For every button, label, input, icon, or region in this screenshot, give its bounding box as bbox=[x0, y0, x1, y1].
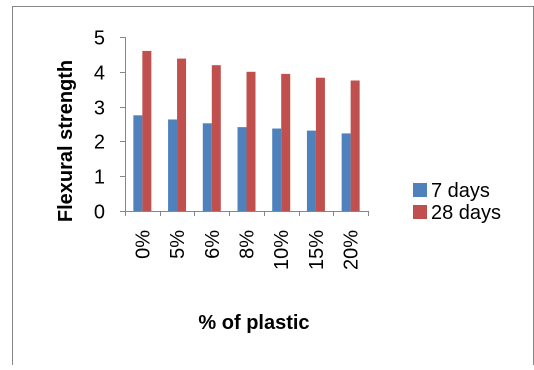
x-category-label-6pct: 6% bbox=[202, 230, 224, 259]
bar-7-days-20pct bbox=[341, 133, 351, 211]
legend-label-7-days: 7 days bbox=[431, 180, 490, 202]
bar-28-days-0pct bbox=[142, 50, 152, 211]
x-axis-title: % of plastic bbox=[198, 312, 309, 334]
legend: 7 days 28 days bbox=[413, 180, 501, 224]
x-category-label-10pct: 10% bbox=[271, 230, 293, 270]
x-category-label-8pct: 8% bbox=[237, 230, 259, 259]
bar-7-days-8pct bbox=[237, 127, 247, 211]
y-tick-label-3: 3 bbox=[94, 98, 105, 120]
bar-7-days-15pct bbox=[306, 130, 316, 211]
x-category-label-0pct: 0% bbox=[132, 230, 154, 259]
bar-28-days-15pct bbox=[315, 77, 325, 211]
y-tick-label-4: 4 bbox=[94, 63, 105, 85]
y-tick-label-2: 2 bbox=[94, 132, 105, 154]
bars-layer bbox=[133, 50, 360, 211]
legend-swatch-28-days bbox=[413, 205, 427, 219]
y-tick-label-5: 5 bbox=[94, 28, 105, 50]
bar-28-days-8pct bbox=[246, 71, 256, 211]
bar-28-days-10pct bbox=[281, 73, 291, 211]
bar-28-days-5pct bbox=[177, 58, 187, 211]
axes-layer bbox=[120, 37, 369, 216]
legend-swatch-7-days bbox=[413, 183, 427, 197]
x-category-label-15pct: 15% bbox=[306, 230, 328, 270]
bar-7-days-10pct bbox=[272, 128, 282, 211]
legend-label-28-days: 28 days bbox=[431, 202, 501, 224]
bar-28-days-6pct bbox=[211, 65, 221, 211]
x-category-label-5pct: 5% bbox=[167, 230, 189, 259]
bar-7-days-5pct bbox=[168, 119, 178, 211]
labels-layer: 0 1 2 3 4 5 0% 5% 6% 8% 10% 15% 20% bbox=[94, 28, 363, 271]
bar-28-days-20pct bbox=[350, 80, 360, 211]
x-category-label-20pct: 20% bbox=[341, 230, 363, 270]
y-tick-label-1: 1 bbox=[94, 167, 105, 189]
y-tick-label-0: 0 bbox=[94, 202, 105, 224]
y-axis-title: Flexural strength bbox=[55, 60, 77, 222]
bar-7-days-0pct bbox=[133, 115, 143, 211]
bar-7-days-6pct bbox=[202, 123, 212, 211]
